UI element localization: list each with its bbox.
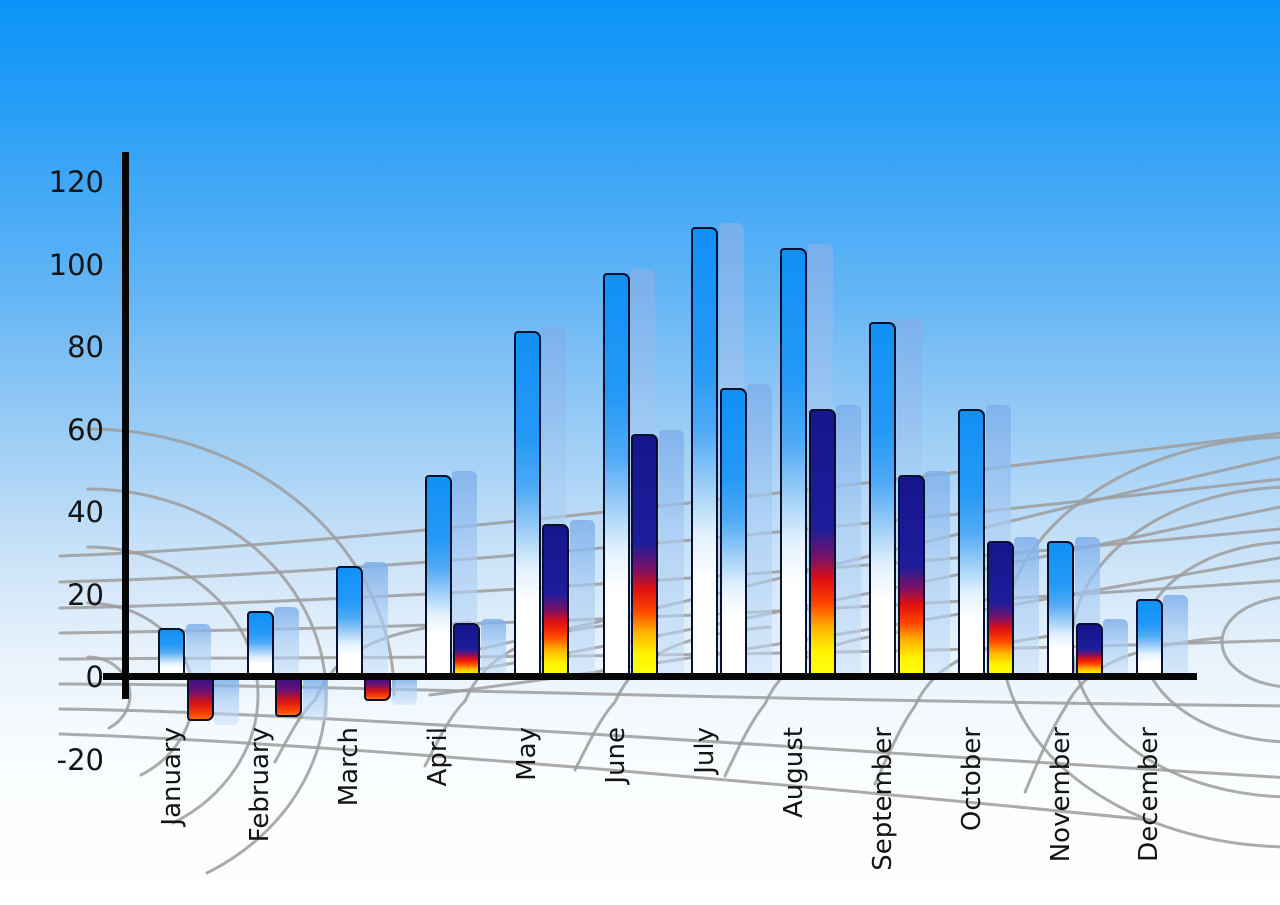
bar-february-series-2 [275,677,303,718]
bar-august-series-2 [808,408,836,679]
x-axis-label-may: May [512,727,543,781]
bar-shadow-december-series-1 [1163,594,1189,679]
bar-october-series-1 [958,408,986,679]
bar-june-series-2 [631,433,658,679]
bar-november-series-1 [1047,540,1074,679]
bar-april-series-1 [424,474,452,679]
x-axis-label-december: December [1134,727,1165,862]
bar-shadow-february-series-2 [302,679,328,722]
bar-shadow-january-series-2 [214,679,239,726]
x-axis-label-april: April [423,727,454,787]
x-axis-label-september: September [867,727,898,871]
x-axis-label-march: March [334,727,365,807]
bar-october-series-2 [986,540,1014,679]
y-axis-label-100: 100 [48,247,104,282]
bar-february-series-1 [246,611,274,679]
bar-shadow-april-series-2 [480,619,506,679]
bar-shadow-november-series-2 [1103,619,1128,679]
bar-april-series-2 [453,623,481,679]
bar-may-series-2 [542,524,570,679]
x-axis-label-october: October [956,727,987,832]
x-axis-label-june: June [601,727,631,784]
bar-shadow-may-series-2 [569,520,595,679]
bar-may-series-1 [513,330,541,679]
x-axis-label-august: August [778,727,809,818]
bar-june-series-1 [602,272,630,679]
bar-shadow-january-series-1 [185,623,211,679]
bar-july-series-2 [719,388,747,679]
bar-shadow-february-series-1 [274,607,300,679]
bar-march-series-2 [364,677,392,701]
bar-december-series-1 [1135,598,1163,679]
bar-shadow-march-series-2 [391,679,417,705]
x-axis-label-july: July [689,727,720,774]
x-axis-line [103,673,1197,680]
bar-shadow-september-series-2 [925,470,951,679]
bar-august-series-1 [780,248,808,679]
y-axis-label-40: 40 [67,495,104,529]
y-axis-label-0: 0 [85,660,104,694]
y-axis-label-60: 60 [67,412,104,447]
y-axis-label--20: -20 [56,742,104,777]
y-axis-line [122,152,129,699]
bar-january-series-1 [158,627,185,679]
x-axis-label-january: January [156,727,187,826]
bar-january-series-2 [186,677,214,722]
y-axis-label-20: 20 [67,577,104,612]
bar-july-series-1 [691,227,719,679]
bar-november-series-2 [1075,623,1103,679]
x-axis-label-february: February [245,727,276,843]
bar-september-series-2 [897,474,925,679]
bar-shadow-august-series-2 [836,404,862,679]
bar-september-series-1 [869,322,897,679]
x-axis-label-november: November [1045,727,1076,863]
bar-shadow-march-series-1 [363,561,389,679]
bar-shadow-july-series-2 [747,384,773,679]
bar-shadow-june-series-2 [658,429,684,679]
y-axis-label-120: 120 [48,165,104,199]
bar-shadow-october-series-2 [1014,536,1040,679]
y-axis-label-80: 80 [67,330,104,364]
bar-march-series-1 [335,565,363,679]
